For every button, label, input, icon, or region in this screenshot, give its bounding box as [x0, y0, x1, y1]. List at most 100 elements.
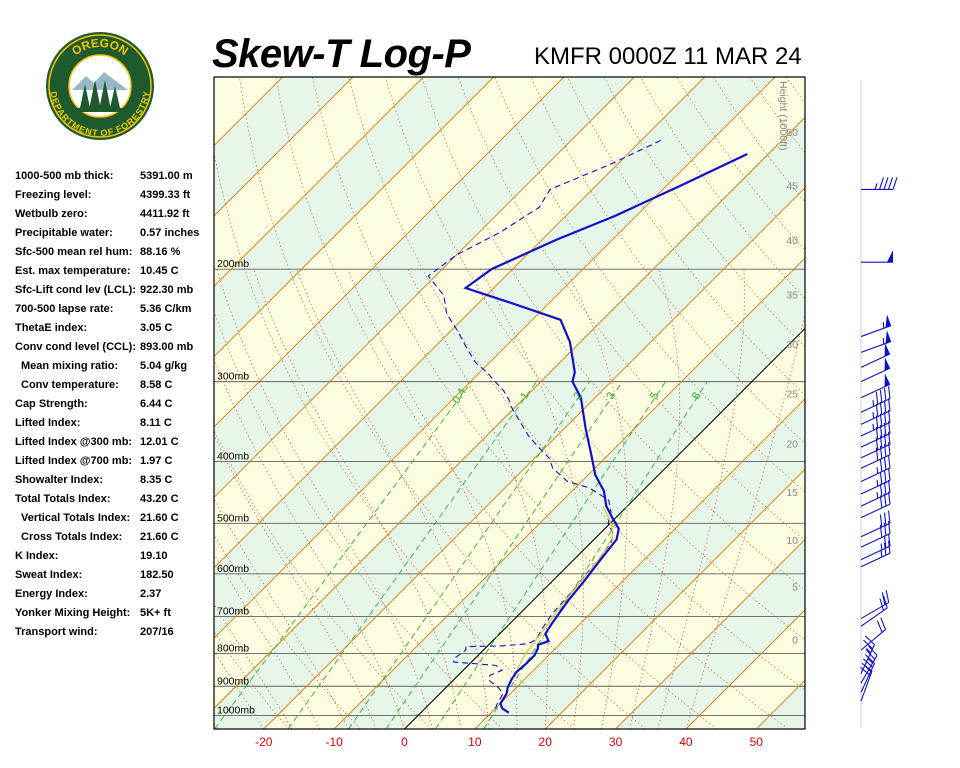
- index-row: ThetaE index: 3.05 C: [15, 320, 215, 339]
- isotherm-band: [827, 77, 960, 729]
- dry-adiabat: [603, 77, 805, 348]
- index-value: 8.11 C: [140, 417, 172, 429]
- moist-adiabat: [216, 269, 433, 729]
- index-row: Conv temperature: 8.58 C: [15, 377, 215, 396]
- index-label: K Index:: [15, 550, 59, 562]
- isotherm-line: [214, 116, 805, 710]
- index-row: Yonker Mixing Height: 5K+ ft: [15, 605, 215, 624]
- wind-barb: [860, 617, 887, 651]
- dry-adiabat: [214, 310, 504, 729]
- index-value: 88.16 %: [140, 246, 181, 258]
- index-value: 21.60 C: [140, 512, 179, 524]
- index-value: 2.37: [140, 588, 162, 600]
- dry-adiabat: [494, 77, 805, 493]
- index-row: Sfc-500 mean rel hum: 88.16 %: [15, 244, 215, 263]
- mixing-ratio-label: 1: [518, 390, 531, 401]
- index-row: Mean mixing ratio: 5.04 g/kg: [15, 358, 215, 377]
- dewpoint-trace: [427, 138, 665, 709]
- index-row: Sweat Index: 182.50: [15, 567, 215, 586]
- isotherm-line: [0, 77, 142, 729]
- x-tick-label: 0: [401, 735, 408, 749]
- pressure-label: 700mb: [217, 606, 249, 618]
- moist-adiabat: [253, 269, 462, 729]
- isotherm-line: [214, 77, 565, 428]
- mixing-ratio-line: [348, 381, 590, 729]
- dry-adiabat: [214, 151, 575, 729]
- mixing-ratio-label: 5: [648, 390, 661, 401]
- index-row: 700-500 lapse rate: 5.36 C/km: [15, 301, 215, 320]
- plot-frame: [213, 76, 806, 730]
- index-value: 6.44 C: [140, 398, 173, 410]
- chart-title: Skew-T Log-P: [212, 32, 471, 76]
- index-label: Freezing level:: [15, 189, 92, 201]
- wind-barb: [860, 442, 891, 469]
- index-label: Est. max temperature:: [15, 265, 131, 277]
- isotherm-band: [214, 117, 805, 729]
- moist-adiabat: [214, 497, 349, 729]
- isotherm-line: [474, 398, 805, 729]
- isotherm-line: [214, 77, 494, 358]
- index-value: 19.10: [140, 550, 168, 562]
- dry-adiabat: [214, 534, 361, 729]
- pressure-label: 800mb: [217, 643, 249, 655]
- index-value: 4399.33 ft: [140, 189, 191, 201]
- index-row: Lifted Index @300 mb: 12.01 C: [15, 434, 215, 453]
- moist-adiabat: [296, 269, 490, 729]
- dry-adiabat: [0, 77, 146, 729]
- x-tick-label: 50: [750, 735, 764, 749]
- wind-barb: [860, 540, 891, 568]
- index-row: Showalter Index: 8.35 C: [15, 472, 215, 491]
- index-label: Yonker Mixing Height:: [15, 607, 131, 619]
- index-value: 5.04 g/kg: [140, 360, 188, 372]
- moist-adiabat: [657, 269, 745, 729]
- x-tick-label: 40: [679, 735, 693, 749]
- x-tick-label: -20: [255, 735, 273, 749]
- index-row: Total Totals Index: 43.20 C: [15, 491, 215, 510]
- x-tick-label: 30: [609, 735, 623, 749]
- moist-adiabat: [214, 357, 405, 729]
- index-label: Precipitable water:: [15, 227, 113, 239]
- pressure-label: 600mb: [217, 563, 249, 575]
- dry-adiabat: [421, 77, 805, 591]
- index-label: 1000-500 mb thick:: [15, 170, 114, 182]
- wind-barb: [861, 177, 898, 190]
- index-label: Cap Strength:: [15, 398, 88, 410]
- isotherm-line: [544, 468, 805, 729]
- isotherm-band: [0, 77, 212, 729]
- index-value: 4411.92 ft: [140, 208, 190, 220]
- x-tick-label: 20: [539, 735, 553, 749]
- height-label: 40: [786, 235, 798, 247]
- isotherm-line: [214, 77, 706, 569]
- dry-adiabat: [275, 77, 718, 729]
- forestry-seal-logo: OREGON DEPARTMENT OF FORESTRY: [46, 32, 154, 140]
- isotherm-line: [0, 77, 72, 729]
- height-label: 20: [786, 439, 798, 451]
- wind-barb: [860, 386, 891, 413]
- index-row: Lifted Index: 8.11 C: [15, 415, 215, 434]
- x-tick-label: -10: [325, 735, 343, 749]
- mixing-ratio-line: [214, 381, 472, 729]
- wind-barb: [860, 314, 892, 338]
- mixing-ratio-line: [385, 381, 623, 729]
- stability-indices-panel: 1000-500 mb thick: 5391.00 m Freezing leve…: [15, 168, 215, 643]
- height-label: 35: [786, 289, 798, 301]
- x-tick-label: 10: [468, 735, 482, 749]
- height-label: 0: [792, 634, 798, 646]
- moist-adiabat: [214, 650, 265, 729]
- index-label: Total Totals Index:: [15, 493, 111, 505]
- index-label: Showalter Index:: [15, 474, 104, 486]
- mixing-ratio-line: [483, 381, 708, 729]
- freezing-isotherm: [404, 327, 805, 729]
- index-label: Mean mixing ratio:: [21, 360, 119, 372]
- index-value: 43.20 C: [140, 493, 179, 505]
- index-value: 3.05 C: [140, 322, 173, 334]
- index-label: Wetbulb zero:: [15, 208, 88, 220]
- height-label: 45: [786, 181, 798, 193]
- svg-text:OREGON: OREGON: [69, 36, 131, 58]
- moist-adiabat: [685, 311, 805, 729]
- index-label: Sfc-Lift cond lev (LCL):: [15, 284, 136, 296]
- index-label: Transport wind:: [15, 626, 98, 638]
- index-row: 1000-500 mb thick: 5391.00 m: [15, 168, 215, 187]
- index-row: Vertical Totals Index: 21.60 C: [15, 510, 215, 529]
